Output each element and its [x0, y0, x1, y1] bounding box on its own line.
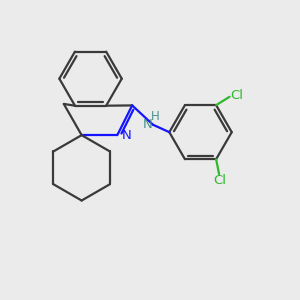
Text: H: H	[151, 110, 159, 123]
Text: Cl: Cl	[214, 174, 226, 187]
Text: Cl: Cl	[230, 89, 243, 102]
Text: N: N	[143, 118, 153, 130]
Text: N: N	[122, 129, 131, 142]
